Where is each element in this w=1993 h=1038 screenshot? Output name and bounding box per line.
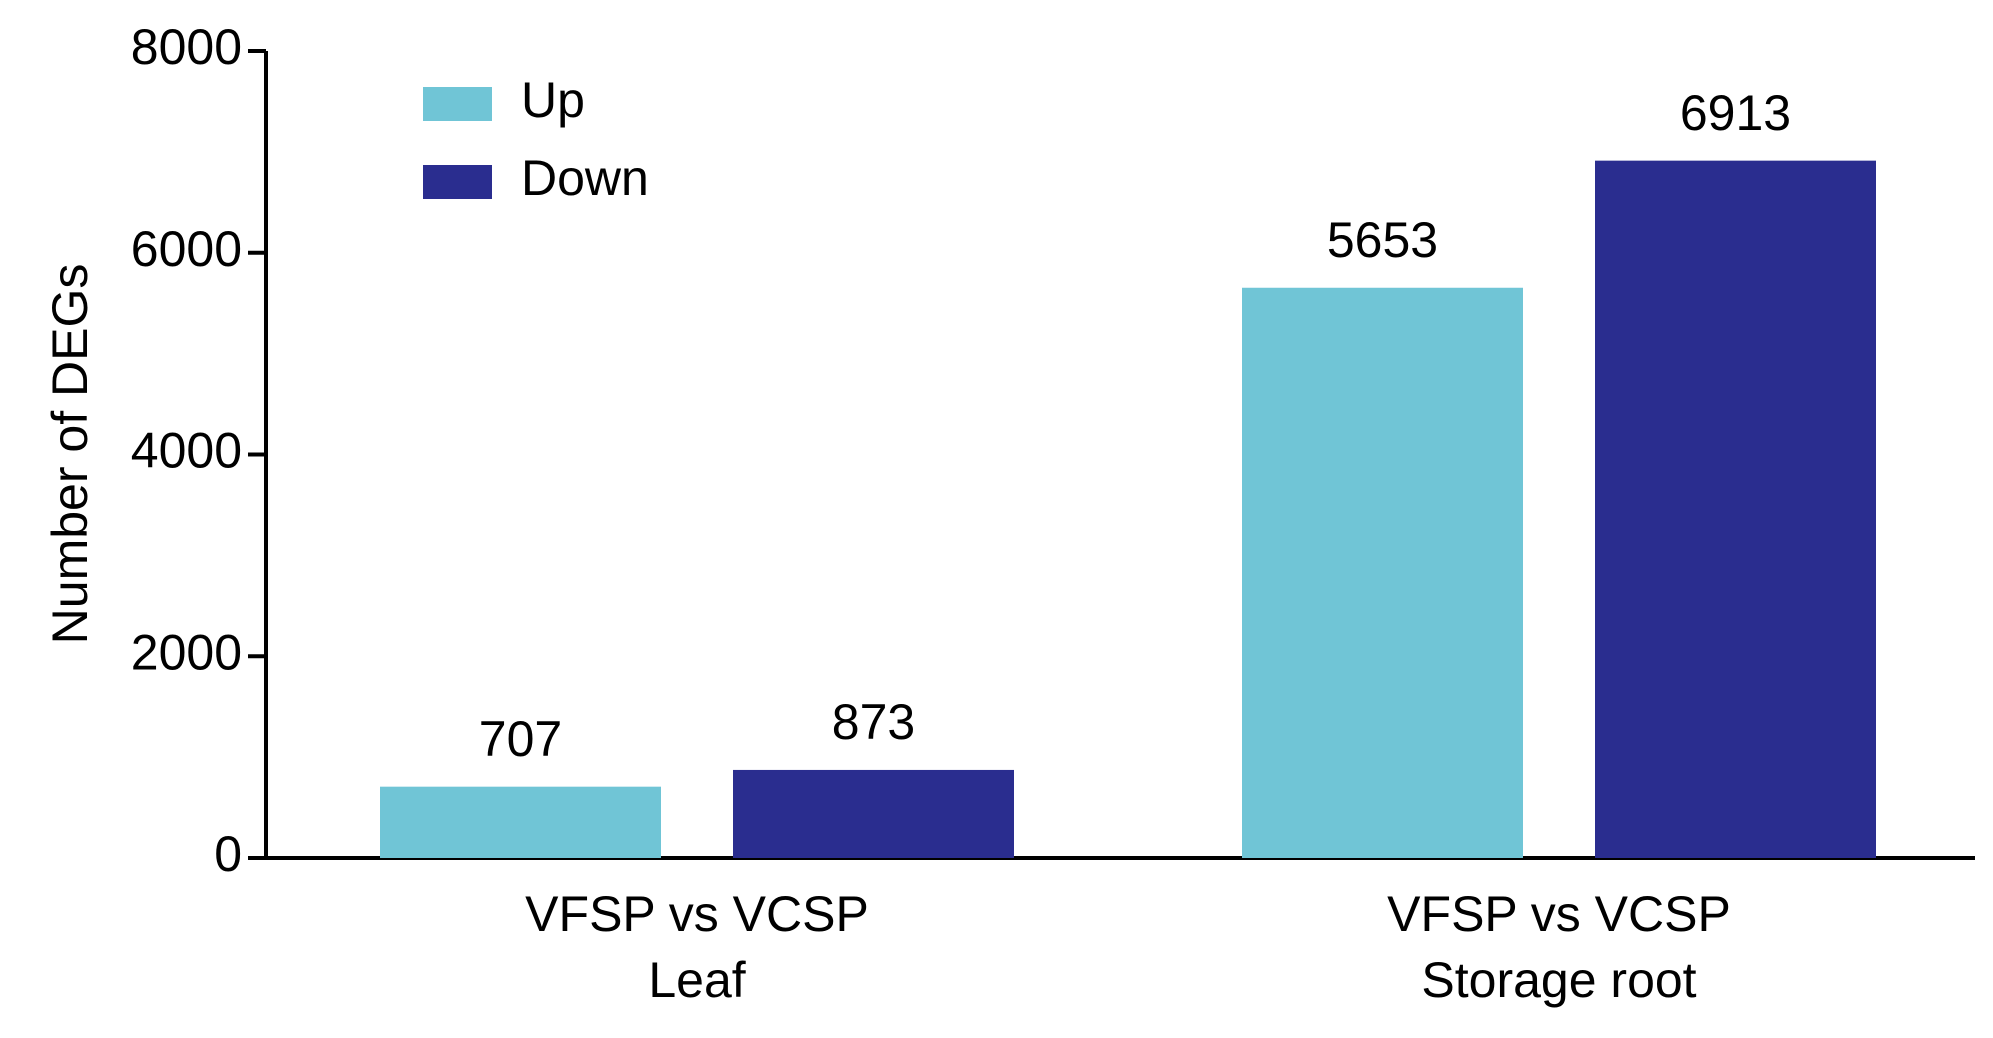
legend-label: Up	[521, 72, 585, 128]
x-tick-label: VFSP vs VCSP	[525, 886, 869, 942]
bar	[733, 769, 1014, 858]
y-axis-label: Number of DEGs	[42, 264, 98, 645]
y-tick-label: 6000	[131, 221, 242, 277]
x-tick-label: VFSP vs VCSP	[1387, 886, 1731, 942]
y-tick-label: 4000	[131, 423, 242, 479]
value-label: 707	[479, 711, 562, 767]
value-label: 873	[832, 694, 915, 750]
legend-swatch	[423, 165, 492, 199]
value-label: 6913	[1680, 85, 1791, 141]
y-tick-label: 0	[214, 826, 242, 882]
bar	[380, 786, 661, 858]
y-tick-label: 2000	[131, 624, 242, 680]
x-tick-label: Storage root	[1421, 952, 1696, 1008]
value-label: 5653	[1327, 212, 1438, 268]
y-tick-label: 8000	[131, 19, 242, 75]
legend-swatch	[423, 87, 492, 121]
legend-label: Down	[521, 150, 649, 206]
bar	[1595, 160, 1876, 858]
bar	[1242, 287, 1523, 858]
x-tick-label: Leaf	[648, 952, 745, 1008]
